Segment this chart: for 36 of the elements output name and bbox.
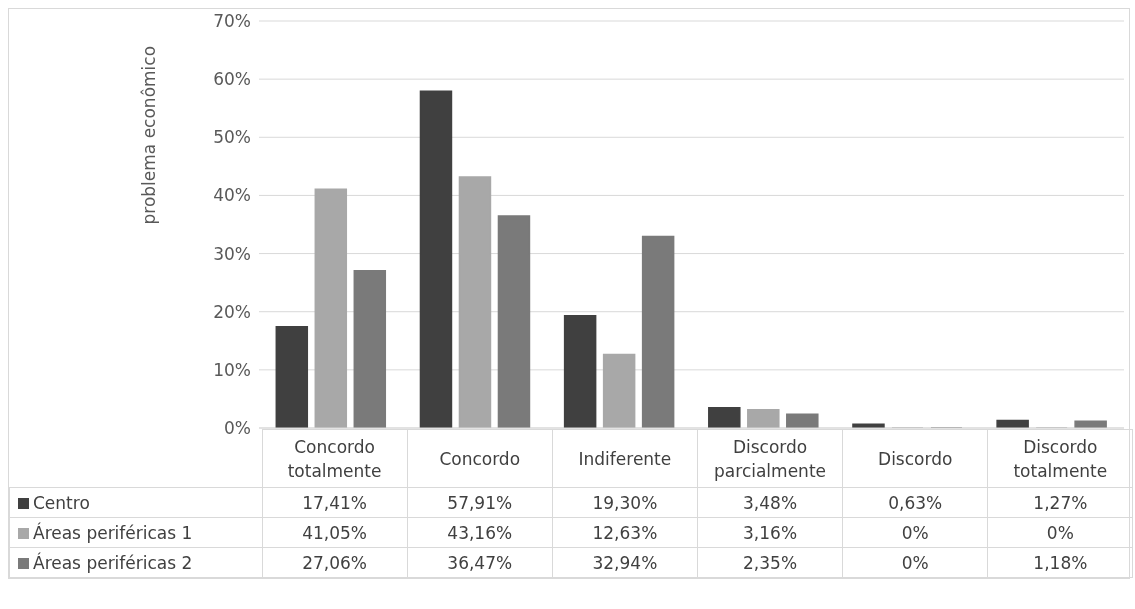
data-label: 1,18% <box>987 547 1133 578</box>
data-label: 0% <box>987 517 1133 548</box>
y-tick-label: 0% <box>224 418 251 439</box>
data-label: 0,63% <box>842 487 988 518</box>
legend-label: Áreas periféricas 2 <box>9 547 262 578</box>
data-label: 27,06% <box>262 547 408 578</box>
x-tick-label: Discordo <box>842 429 988 488</box>
data-label: 41,05% <box>262 517 408 548</box>
data-label: 17,41% <box>262 487 408 518</box>
y-tick-label: 20% <box>213 301 251 322</box>
data-label: 12,63% <box>552 517 698 548</box>
y-tick-label: 50% <box>213 127 251 148</box>
y-axis-title: problema econômico <box>139 45 160 225</box>
data-label: 36,47% <box>407 547 553 578</box>
data-label: 32,94% <box>552 547 698 578</box>
x-tick-label: Concordo <box>407 429 553 488</box>
y-tick-label: 70% <box>213 11 251 32</box>
data-label: 0% <box>842 517 988 548</box>
y-tick-label: 60% <box>213 69 251 90</box>
data-label: 3,48% <box>697 487 843 518</box>
y-tick-label: 30% <box>213 243 251 264</box>
y-tick-label: 10% <box>213 359 251 380</box>
x-tick-label: Concordo totalmente <box>262 429 408 488</box>
data-label: 0% <box>842 547 988 578</box>
legend-label: Áreas periféricas 1 <box>9 517 262 548</box>
y-tick-label: 40% <box>213 185 251 206</box>
x-tick-label: Indiferente <box>552 429 698 488</box>
legend-label: Centro <box>9 487 262 518</box>
data-label: 2,35% <box>697 547 843 578</box>
x-tick-label: Discordo parcialmente <box>697 429 843 488</box>
data-label: 19,30% <box>552 487 698 518</box>
data-label: 3,16% <box>697 517 843 548</box>
data-label: 1,27% <box>987 487 1133 518</box>
data-label: 43,16% <box>407 517 553 548</box>
x-tick-label: Discordo totalmente <box>987 429 1133 488</box>
data-label: 57,91% <box>407 487 553 518</box>
